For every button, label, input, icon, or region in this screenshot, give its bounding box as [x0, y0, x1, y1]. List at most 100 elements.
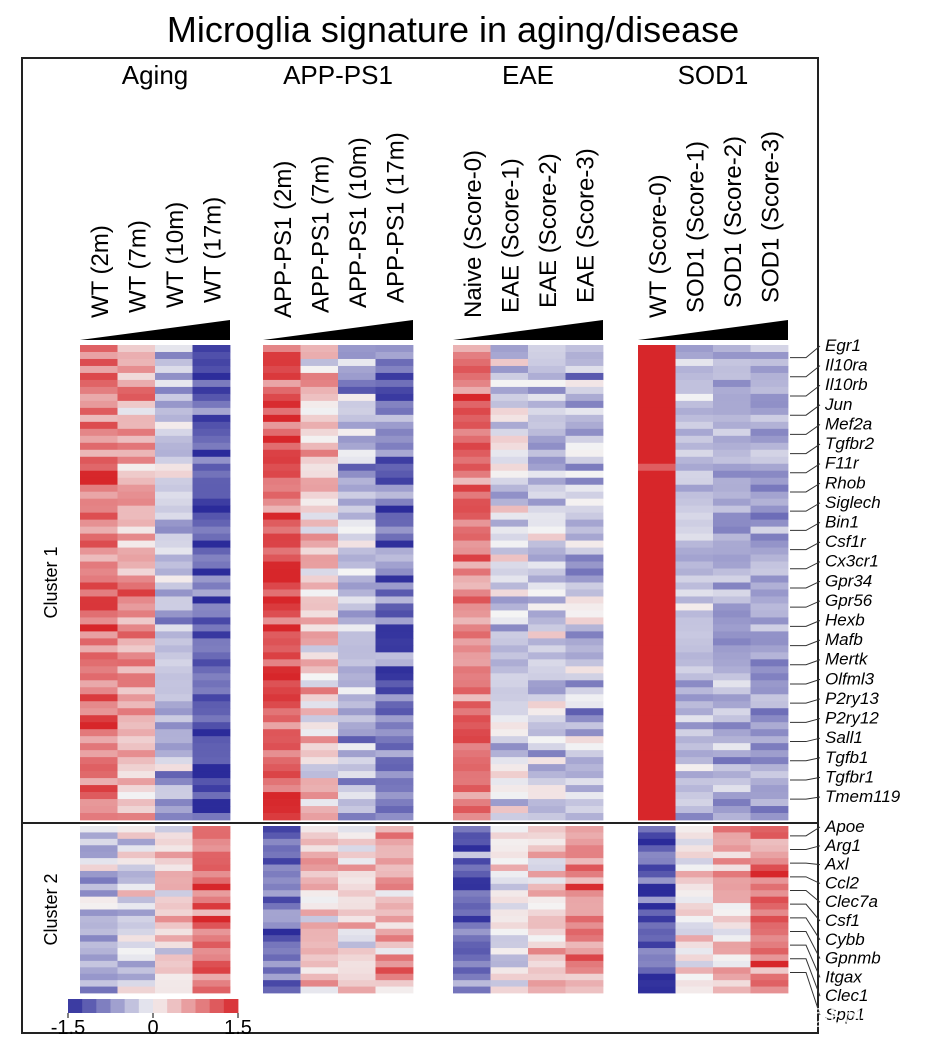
- heatmap-cell: [263, 386, 301, 395]
- heatmap-cell: [453, 806, 491, 814]
- heatmap-cell: [490, 624, 529, 632]
- colorbar-segment: [209, 999, 225, 1013]
- heatmap-cell: [750, 799, 789, 807]
- heatmap-cell: [675, 554, 714, 562]
- heatmap-cell: [375, 673, 414, 681]
- heatmap-cell: [490, 575, 529, 583]
- heatmap-cell: [490, 928, 529, 936]
- heatmap-cell: [117, 589, 156, 597]
- heatmap-cell: [750, 948, 789, 955]
- heatmap-cell: [155, 645, 193, 653]
- heatmap-cell: [375, 858, 414, 865]
- gene-leader-line: [790, 522, 821, 531]
- heatmap-cell: [750, 589, 789, 597]
- heatmap-cell: [117, 764, 156, 772]
- heatmap-cell: [453, 909, 491, 917]
- heatmap-cell: [750, 652, 789, 660]
- heatmap-cell: [300, 778, 339, 786]
- heatmap-cell: [713, 680, 751, 688]
- heatmap-cell: [528, 960, 566, 968]
- heatmap-cell: [300, 954, 339, 962]
- heatmap-cell: [263, 547, 301, 555]
- heatmap-cell: [155, 498, 193, 507]
- heatmap-cell: [375, 498, 414, 507]
- heatmap-cell: [80, 526, 118, 535]
- heatmap-cell: [490, 659, 529, 667]
- heatmap-cell: [565, 701, 604, 709]
- heatmap-cell: [155, 393, 193, 402]
- heatmap-cell: [713, 729, 751, 737]
- heatmap-cell: [638, 365, 676, 374]
- heatmap-cell: [117, 505, 156, 514]
- heatmap-cell: [750, 708, 789, 716]
- heatmap-cell: [750, 428, 789, 437]
- heatmap-cell: [263, 484, 301, 493]
- heatmap-cell: [80, 610, 118, 618]
- heatmap-cell: [638, 442, 676, 451]
- heatmap-cell: [713, 687, 751, 695]
- heatmap-cell: [490, 547, 529, 555]
- group-label: SOD1: [678, 60, 749, 90]
- heatmap-cell: [155, 826, 193, 833]
- heatmap-cell: [192, 428, 231, 437]
- heatmap-cell: [117, 694, 156, 702]
- heatmap-cell: [117, 750, 156, 758]
- heatmap-cell: [713, 986, 751, 994]
- gene-leader-line: [790, 580, 821, 589]
- heatmap-cell: [155, 792, 193, 800]
- gene-leader-line: [790, 600, 821, 608]
- heatmap-cell: [490, 449, 529, 458]
- heatmap-cell: [453, 582, 491, 590]
- heatmap-cell: [453, 526, 491, 535]
- heatmap-cell: [375, 715, 414, 723]
- heatmap-cell: [155, 915, 193, 923]
- heatmap-cell: [117, 673, 156, 681]
- heatmap-cell: [453, 708, 491, 716]
- heatmap-cell: [117, 813, 156, 821]
- heatmap-cell: [375, 935, 414, 943]
- heatmap-cell: [192, 470, 231, 479]
- heatmap-cell: [565, 645, 604, 653]
- heatmap-cell: [750, 870, 789, 878]
- heatmap-cell: [490, 832, 529, 840]
- heatmap-cell: [155, 358, 193, 367]
- heatmap-cell: [338, 771, 376, 779]
- heatmap-cell: [155, 638, 193, 646]
- heatmap-cell: [375, 519, 414, 528]
- heatmap-cell: [263, 477, 301, 486]
- heatmap-cell: [192, 673, 231, 681]
- heatmap-cell: [263, 526, 301, 535]
- heatmap-cell: [675, 547, 714, 555]
- heatmap-cell: [263, 785, 301, 793]
- heatmap-cell: [155, 864, 193, 872]
- heatmap-cell: [375, 870, 414, 878]
- heatmap-cell: [528, 851, 566, 859]
- heatmap-cell: [375, 582, 414, 590]
- heatmap-cell: [490, 526, 529, 535]
- heatmap-cell: [338, 442, 376, 451]
- gene-label: Mertk: [825, 650, 869, 669]
- heatmap-cell: [638, 407, 676, 416]
- heatmap-cell: [80, 589, 118, 597]
- heatmap-cell: [490, 935, 529, 943]
- heatmap-cell: [638, 771, 676, 779]
- heatmap-cell: [338, 864, 376, 872]
- heatmap-cell: [263, 743, 301, 751]
- heatmap-cell: [453, 715, 491, 723]
- colorbar-segment: [82, 999, 97, 1013]
- heatmap-cell: [453, 673, 491, 681]
- heatmap-cell: [638, 379, 676, 388]
- heatmap-cell: [713, 645, 751, 653]
- gene-leader-line: [790, 698, 821, 704]
- heatmap-cell: [375, 666, 414, 674]
- heatmap-cell: [675, 533, 714, 541]
- heatmap-cell: [192, 638, 231, 646]
- heatmap-cell: [750, 358, 789, 367]
- heatmap-cell: [375, 652, 414, 660]
- heatmap-cell: [192, 729, 231, 737]
- heatmap-cell: [80, 980, 118, 987]
- heatmap-cell: [675, 941, 714, 949]
- heatmap-cell: [638, 870, 676, 878]
- heatmap-cell: [528, 729, 566, 737]
- heatmap-cell: [300, 526, 339, 535]
